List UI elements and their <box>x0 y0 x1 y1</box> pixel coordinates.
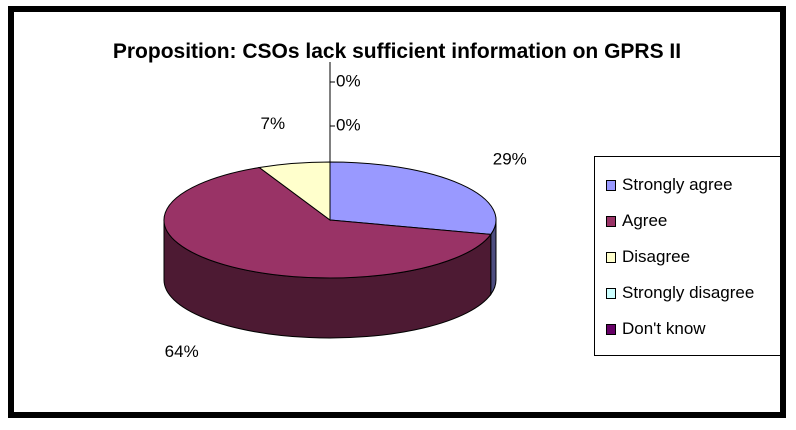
legend-label: Don't know <box>622 319 706 338</box>
legend-item: Strongly agree <box>595 167 780 203</box>
data-label-1: 29% <box>493 149 527 168</box>
data-label-3: 7% <box>260 114 285 133</box>
legend-item: Agree <box>595 203 780 239</box>
legend-item: Disagree <box>595 239 780 275</box>
legend-swatch <box>606 287 616 299</box>
legend-label: Strongly agree <box>622 175 733 194</box>
legend-swatch <box>606 323 616 335</box>
chart-title: Proposition: CSOs lack sufficient inform… <box>112 40 682 63</box>
chart-frame: Proposition: CSOs lack sufficient inform… <box>8 6 786 418</box>
legend-swatch <box>606 179 616 191</box>
data-label-4: 0% <box>336 71 361 90</box>
data-label-5: 0% <box>336 115 361 134</box>
chart-legend: Strongly agree Agree Disagree Strongly disa… <box>594 156 780 356</box>
leader-line <box>329 62 335 220</box>
legend-label: Disagree <box>622 247 691 266</box>
legend-item: Strongly disagree <box>595 275 780 311</box>
legend-item: Don't know <box>595 311 780 347</box>
legend-swatch <box>606 251 616 263</box>
data-label-2: 64% <box>165 342 199 361</box>
legend-swatch <box>606 215 616 227</box>
legend-label: Agree <box>622 211 668 230</box>
legend-label: Strongly disagree <box>622 283 755 302</box>
pie-slice-1 <box>329 161 497 235</box>
pie-chart: 29% 64% 7% 0% 0% <box>163 62 527 361</box>
pie-slice-2 <box>163 166 492 279</box>
